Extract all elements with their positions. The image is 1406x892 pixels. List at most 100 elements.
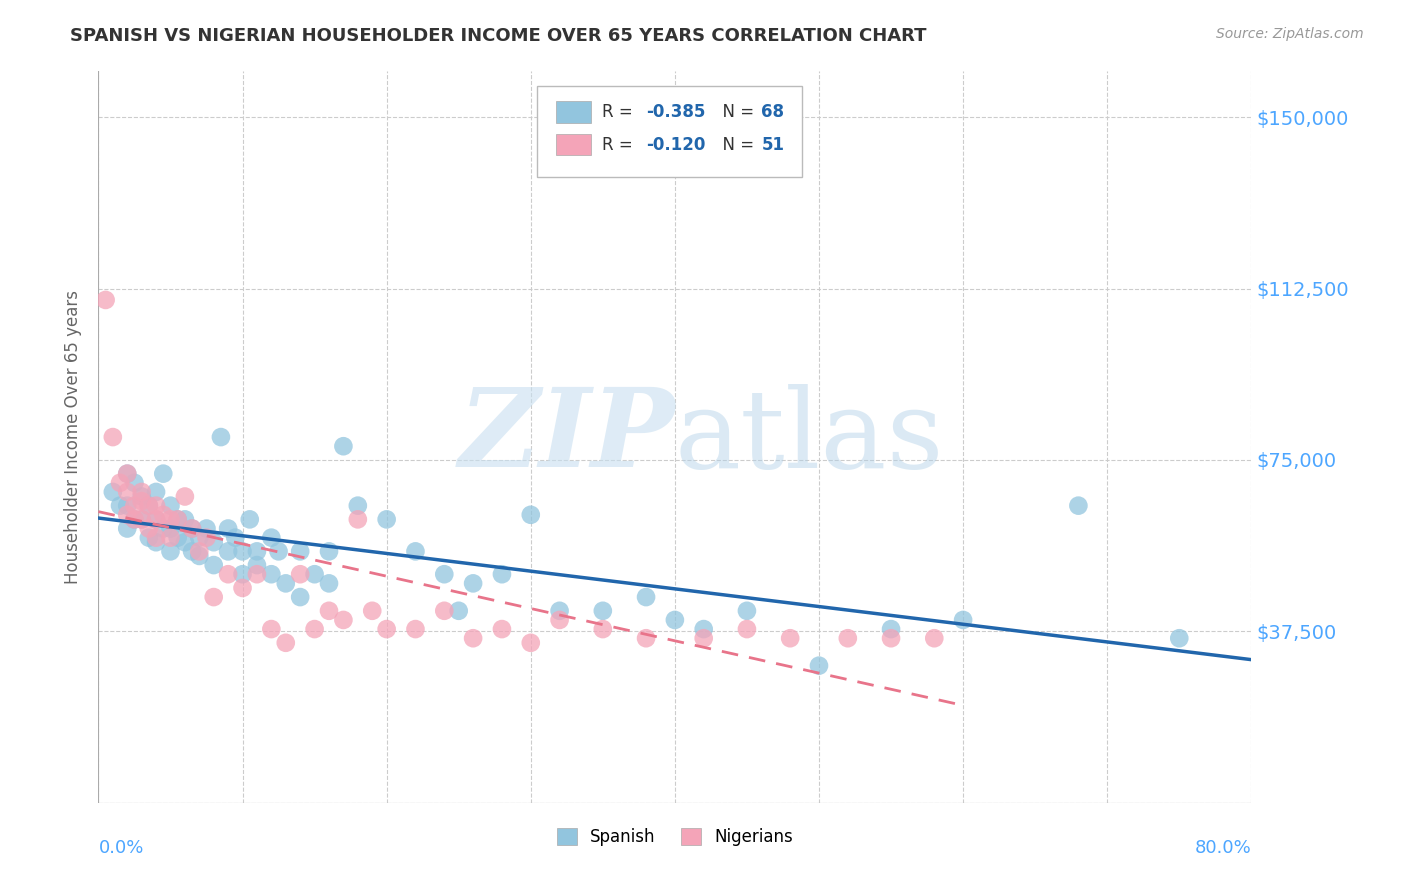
Point [924,632,946,646]
Point [209,430,232,444]
Text: 0.0%: 0.0% [98,839,143,857]
Point [636,632,658,646]
Point [117,521,139,535]
Point [405,622,427,636]
Point [231,581,254,595]
Point [188,549,211,563]
Point [152,508,174,522]
Point [159,544,181,558]
Point [117,467,139,481]
Point [735,604,758,618]
Legend: Spanish, Nigerians: Spanish, Nigerians [550,822,800,853]
Point [181,544,204,558]
Text: N =: N = [711,136,759,153]
Point [592,604,614,618]
Point [231,567,254,582]
Point [447,604,470,618]
Point [159,512,181,526]
Point [152,521,174,535]
FancyBboxPatch shape [557,101,591,122]
Point [159,521,181,535]
Text: 51: 51 [762,136,785,153]
Point [138,499,160,513]
Point [239,512,262,526]
Point [375,622,398,636]
Point [880,632,903,646]
Point [260,567,283,582]
Point [94,293,117,307]
Point [735,622,758,636]
Point [231,544,254,558]
Text: ZIP: ZIP [458,384,675,491]
Point [304,567,326,582]
Point [131,490,153,504]
Point [124,475,146,490]
Point [592,622,614,636]
Point [548,604,571,618]
Text: -0.385: -0.385 [647,103,706,120]
Point [145,512,167,526]
Point [290,590,312,604]
Point [274,576,297,591]
Point [1168,632,1191,646]
Point [361,604,384,618]
Point [145,512,167,526]
Point [124,512,146,526]
Point [124,512,146,526]
Point [1067,499,1090,513]
Point [318,544,340,558]
Point [274,636,297,650]
Point [664,613,686,627]
Point [117,467,139,481]
Point [174,490,197,504]
Text: R =: R = [602,103,638,120]
Point [131,494,153,508]
Point [290,567,312,582]
Point [145,531,167,545]
Point [346,499,368,513]
Point [217,544,239,558]
Point [461,576,484,591]
Point [108,475,131,490]
Point [318,604,340,618]
Point [636,590,658,604]
Text: N =: N = [711,103,759,120]
Point [952,613,974,627]
Point [520,636,543,650]
Point [124,499,146,513]
Point [101,430,124,444]
Point [318,576,340,591]
Point [202,558,225,573]
FancyBboxPatch shape [537,86,801,178]
Point [693,632,716,646]
Point [181,521,204,535]
Point [304,622,326,636]
Text: R =: R = [602,136,638,153]
Point [202,535,225,549]
Point [332,439,354,453]
Point [520,508,543,522]
Point [159,499,181,513]
Point [152,467,174,481]
Point [145,499,167,513]
Point [290,544,312,558]
Point [332,613,354,627]
Point [174,512,197,526]
Point [108,499,131,513]
Point [166,512,188,526]
Point [433,604,456,618]
Point [461,632,484,646]
Point [375,512,398,526]
Point [188,531,211,545]
Point [138,499,160,513]
Point [267,544,290,558]
Point [224,531,246,545]
Point [837,632,859,646]
Point [181,521,204,535]
Text: SPANISH VS NIGERIAN HOUSEHOLDER INCOME OVER 65 YEARS CORRELATION CHART: SPANISH VS NIGERIAN HOUSEHOLDER INCOME O… [70,27,927,45]
Point [217,567,239,582]
Point [195,531,218,545]
Point [166,531,188,545]
Point [260,531,283,545]
Point [138,521,160,535]
